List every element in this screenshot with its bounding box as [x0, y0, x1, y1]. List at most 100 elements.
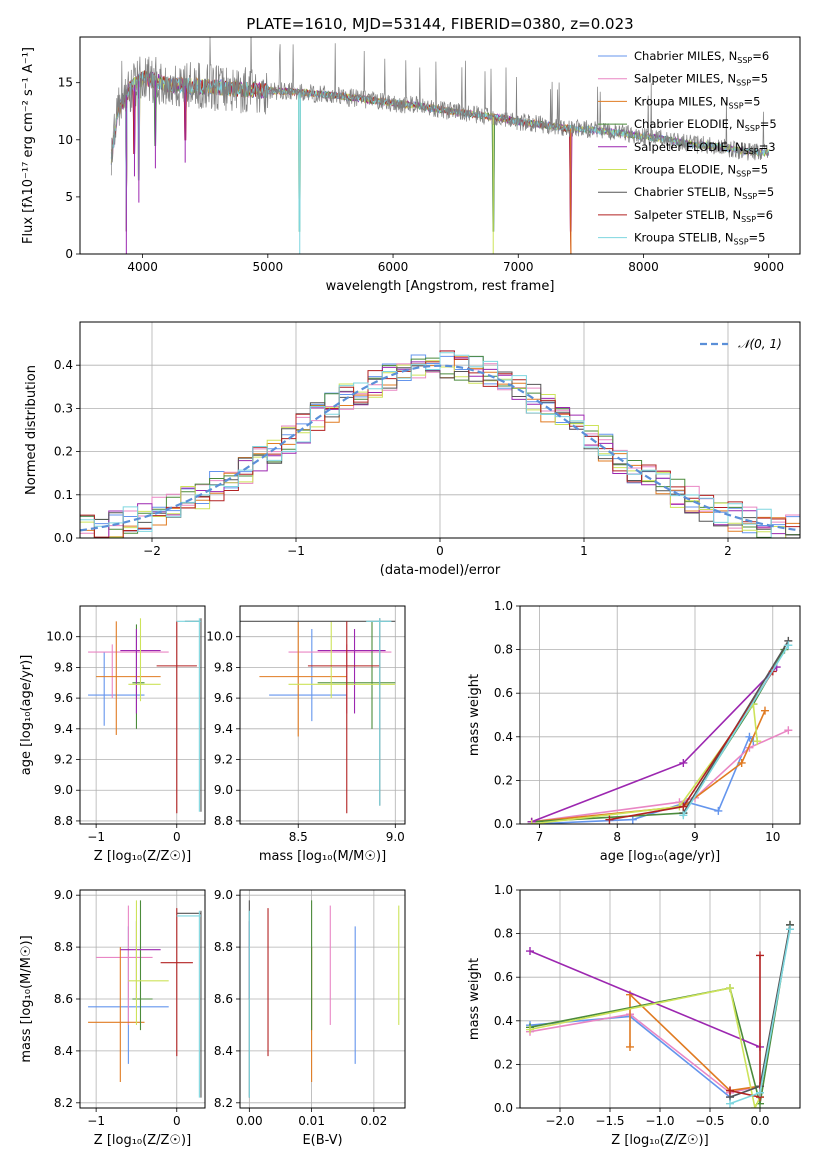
y-tick-label: 1.0 — [494, 599, 513, 613]
y-tick-label: 1.0 — [494, 883, 513, 897]
y-axis-label: mass weight — [467, 958, 482, 1040]
x-tick-label: −1.5 — [595, 1114, 624, 1128]
y-tick-label: 0.2 — [494, 1057, 513, 1071]
x-tick-label: 0 — [173, 1114, 181, 1128]
series-line-salpeter_stelib — [729, 955, 761, 1099]
y-tick-label: 8.4 — [54, 1044, 73, 1058]
y-tick-label: 9.8 — [54, 660, 73, 674]
axes-frame — [79, 889, 206, 1109]
axes-frame — [79, 321, 801, 539]
series-marker-kroupa_stelib — [679, 811, 688, 820]
series-marker-kroupa_elodie — [726, 984, 734, 993]
series-marker-kroupa_stelib — [726, 1099, 734, 1108]
normal-curve — [80, 364, 800, 532]
series-marker-kroupa_elodie — [751, 1104, 759, 1108]
y-tick-label: 10.0 — [206, 630, 233, 644]
y-axis-label: mass [log₁₀(M/M☉)] — [19, 935, 34, 1062]
x-tick-label: 8000 — [628, 260, 659, 274]
x-tick-label: 9.0 — [386, 830, 405, 844]
series-line-chabrier_elodie — [531, 649, 786, 823]
x-tick-label: −1 — [87, 830, 105, 844]
x-tick-label: −1 — [87, 1114, 105, 1128]
legend-label-kroupa_miles: Kroupa MILES, NSSP=5 — [634, 94, 760, 110]
plot-area — [88, 900, 202, 1098]
x-tick-label: 0 — [173, 830, 181, 844]
series-marker-kroupa_elodie — [526, 1025, 534, 1034]
series-marker-kroupa_stelib — [756, 1088, 764, 1097]
series-marker-kroupa_stelib — [784, 641, 793, 650]
y-tick-label: 0.2 — [494, 773, 513, 787]
y-tick-label: 8.6 — [214, 992, 233, 1006]
x-tick-label: 9 — [691, 830, 699, 844]
series-line-salpeter_elodie — [531, 666, 778, 823]
y-tick-label: 0.4 — [494, 1014, 513, 1028]
histogram-step-kroupa_stelib — [80, 352, 800, 538]
y-tick-label: 8.8 — [54, 814, 73, 828]
x-axis-label: E(B-V) — [302, 1133, 342, 1148]
x-tick-label: 7000 — [503, 260, 534, 274]
x-tick-label: 0.0 — [750, 1114, 769, 1128]
x-axis-label: wavelength [Angstrom, rest frame] — [326, 279, 555, 294]
error-point-kroupa_stelib — [366, 618, 392, 806]
spectrum-line-chabrier_stelib — [110, 37, 769, 176]
y-tick-label: 9.0 — [54, 783, 73, 797]
y-tick-label: 8.4 — [214, 1044, 233, 1058]
y-tick-label: 0.2 — [54, 445, 73, 459]
y-tick-label: 9.6 — [54, 691, 73, 705]
x-tick-label: 0.02 — [361, 1114, 388, 1128]
series-marker-salpeter_elodie — [679, 758, 688, 767]
series-marker-salpeter_stelib — [679, 802, 688, 811]
axes-frame — [239, 889, 406, 1109]
y-tick-label: 8.2 — [54, 1096, 73, 1110]
error-point-salpeter_miles — [88, 644, 169, 699]
error-point-salpeter_stelib — [307, 621, 380, 814]
y-tick-label: 0.1 — [54, 488, 73, 502]
error-point-chabrier_elodie — [132, 900, 153, 1031]
x-axis-label: (data-model)/error — [380, 563, 501, 578]
y-tick-label: 9.0 — [54, 888, 73, 902]
y-tick-label: 8.8 — [214, 940, 233, 954]
y-tick-label: 0.4 — [494, 730, 513, 744]
error-point-kroupa_elodie — [288, 621, 396, 699]
panel-mass-vs-metallicity: −1 0 8.2 8.4 8.6 8.8 9.0 Z [log₁₀(Z/Z☉)] mass [l… — [19, 888, 206, 1148]
panel-age-vs-mass: 8.5 9.0 8.8 9.0 9.2 9.4 9.6 9.8 10.0 mass [log₁₀(… — [206, 605, 406, 864]
error-point-chabrier_miles — [269, 629, 347, 722]
series-line-kroupa_elodie — [529, 987, 761, 1108]
series-line-kroupa_miles — [629, 992, 761, 1092]
x-tick-label: 6000 — [378, 260, 409, 274]
error-point-kroupa_miles — [88, 947, 145, 1083]
x-tick-label: 0.00 — [236, 1114, 263, 1128]
x-tick-label: 5000 — [253, 260, 284, 274]
y-tick-label: 9.0 — [214, 888, 233, 902]
y-tick-label: 8.8 — [214, 814, 233, 828]
y-tick-label: 0 — [65, 247, 73, 261]
x-tick-label: 10 — [765, 830, 780, 844]
series-marker-kroupa_miles — [761, 706, 769, 715]
axes-frame — [79, 36, 801, 255]
series-marker-kroupa_elodie — [753, 737, 762, 746]
plot-area — [240, 618, 396, 814]
y-tick-label: 0.8 — [494, 643, 513, 657]
y-tick-label: 8.8 — [54, 940, 73, 954]
x-tick-label: −1 — [287, 544, 305, 558]
series-marker-salpeter_stelib — [605, 815, 614, 824]
y-tick-label: 9.2 — [54, 753, 73, 767]
x-axis-label: Z [log₁₀(Z/Z☉)] — [611, 1133, 708, 1148]
error-point-chabrier_stelib — [184, 618, 202, 812]
axes-frame — [239, 605, 406, 825]
series-marker-salpeter_stelib — [726, 1086, 734, 1095]
series-marker-kroupa_miles — [626, 1042, 634, 1051]
figure-title: PLATE=1610, MJD=53144, FIBERID=0380, z=0… — [246, 15, 633, 33]
x-tick-label: 4000 — [127, 260, 158, 274]
legend-label-chabrier_stelib: Chabrier STELIB, NSSP=5 — [634, 185, 774, 201]
legend: Chabrier MILES, NSSP=6 Salpeter MILES, NS… — [598, 49, 777, 247]
error-point-salpeter_stelib — [160, 908, 193, 1057]
error-point-kroupa_elodie — [128, 900, 169, 1025]
x-axis-label: Z [log₁₀(Z/Z☉)] — [94, 849, 191, 864]
series-line-kroupa_miles — [531, 710, 766, 823]
panel-age-vs-metallicity: −1 0 8.8 9.0 9.2 9.4 9.6 9.8 10.0 Z [log₁₀(Z/Z☉)]… — [19, 605, 206, 864]
axes-frame — [519, 605, 801, 825]
y-tick-label: 9.4 — [214, 722, 233, 736]
error-point-salpeter_miles — [96, 905, 153, 1025]
